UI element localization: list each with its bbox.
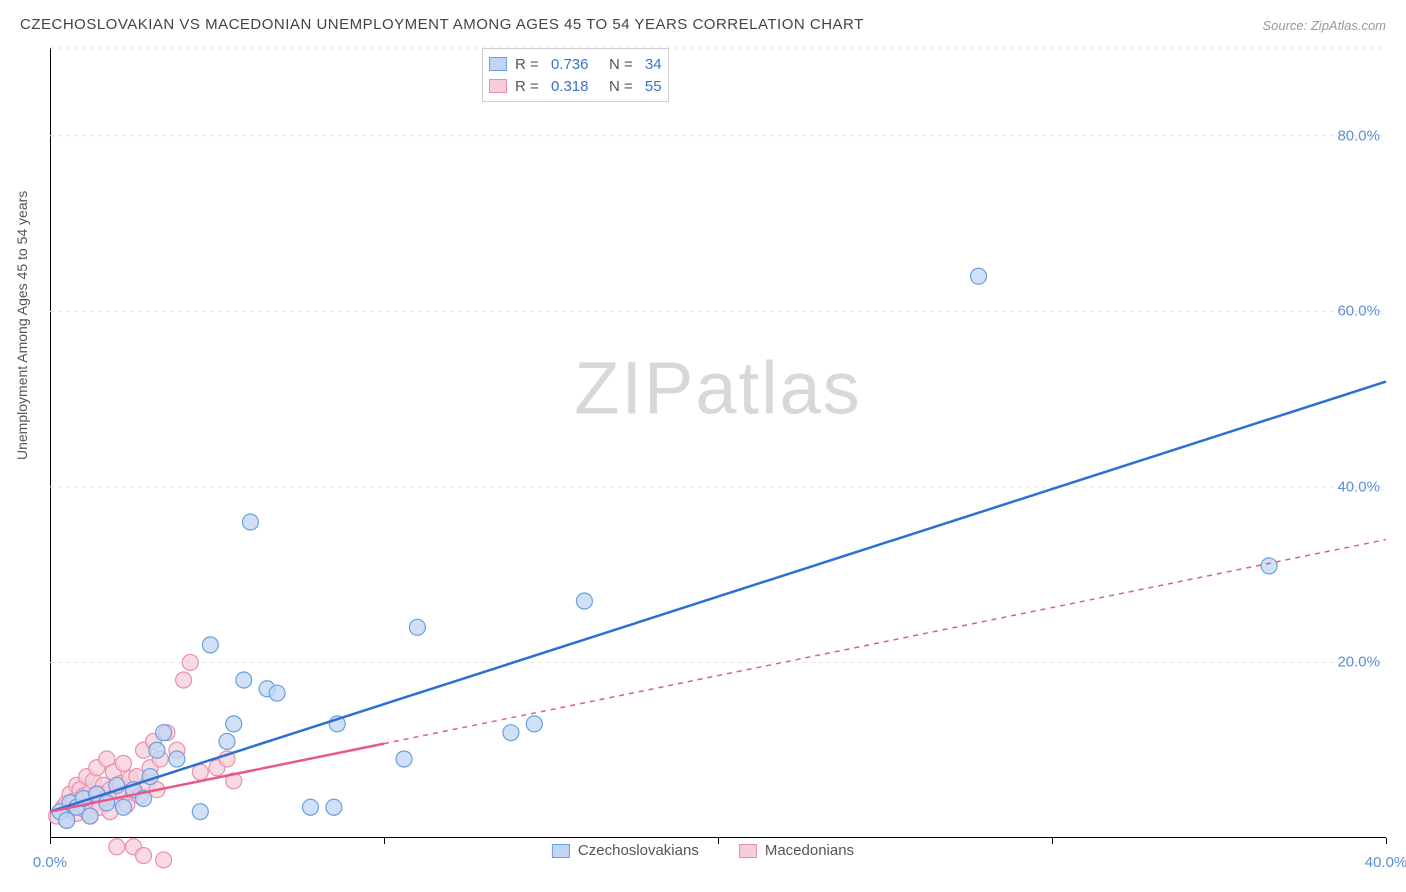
y-tick-label: 60.0%	[1337, 303, 1380, 320]
y-tick-label: 40.0%	[1337, 478, 1380, 495]
legend-swatch	[739, 844, 757, 858]
series-legend: Czechoslovakians Macedonians	[552, 842, 854, 859]
chart-title: CZECHOSLOVAKIAN VS MACEDONIAN UNEMPLOYME…	[20, 16, 864, 33]
stats-legend-row: R = 0.736 N = 34	[489, 53, 662, 75]
legend-item: Czechoslovakians	[552, 842, 699, 859]
x-tick-label: 40.0%	[1365, 854, 1406, 871]
legend-item: Macedonians	[739, 842, 854, 859]
stats-n-value: 34	[645, 56, 662, 73]
stats-n-label: N =	[596, 56, 636, 73]
trend-layer	[50, 48, 1386, 838]
stats-r-label: R =	[515, 56, 543, 73]
stats-n-label: N =	[596, 78, 636, 95]
x-tick	[1052, 838, 1053, 844]
stats-r-value: 0.736	[551, 56, 589, 73]
x-tick	[384, 838, 385, 844]
y-tick-label: 20.0%	[1337, 654, 1380, 671]
y-tick-label: 80.0%	[1337, 127, 1380, 144]
plot-area: ZIPatlas R = 0.736 N = 34 R = 0.318 N = …	[50, 48, 1386, 838]
y-axis-label: Unemployment Among Ages 45 to 54 years	[14, 191, 30, 460]
stats-r-label: R =	[515, 78, 543, 95]
x-tick-label: 0.0%	[33, 854, 67, 871]
x-tick	[1386, 838, 1387, 844]
legend-swatch	[489, 57, 507, 71]
x-tick	[50, 838, 51, 844]
legend-swatch	[552, 844, 570, 858]
legend-label: Macedonians	[765, 842, 854, 859]
stats-r-value: 0.318	[551, 78, 589, 95]
stats-legend: R = 0.736 N = 34 R = 0.318 N = 55	[482, 48, 669, 102]
stats-n-value: 55	[645, 78, 662, 95]
source-attribution: Source: ZipAtlas.com	[1262, 18, 1386, 33]
stats-legend-row: R = 0.318 N = 55	[489, 75, 662, 97]
legend-swatch	[489, 79, 507, 93]
legend-label: Czechoslovakians	[578, 842, 699, 859]
